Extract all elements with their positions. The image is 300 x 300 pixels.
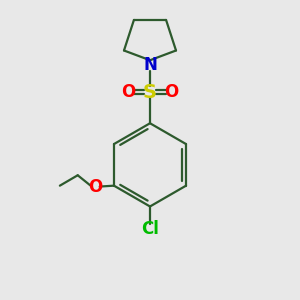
Text: O: O bbox=[122, 83, 136, 101]
Text: O: O bbox=[164, 83, 178, 101]
Text: Cl: Cl bbox=[141, 220, 159, 238]
Text: O: O bbox=[88, 178, 103, 196]
Text: S: S bbox=[143, 82, 157, 101]
Text: N: N bbox=[143, 56, 157, 74]
